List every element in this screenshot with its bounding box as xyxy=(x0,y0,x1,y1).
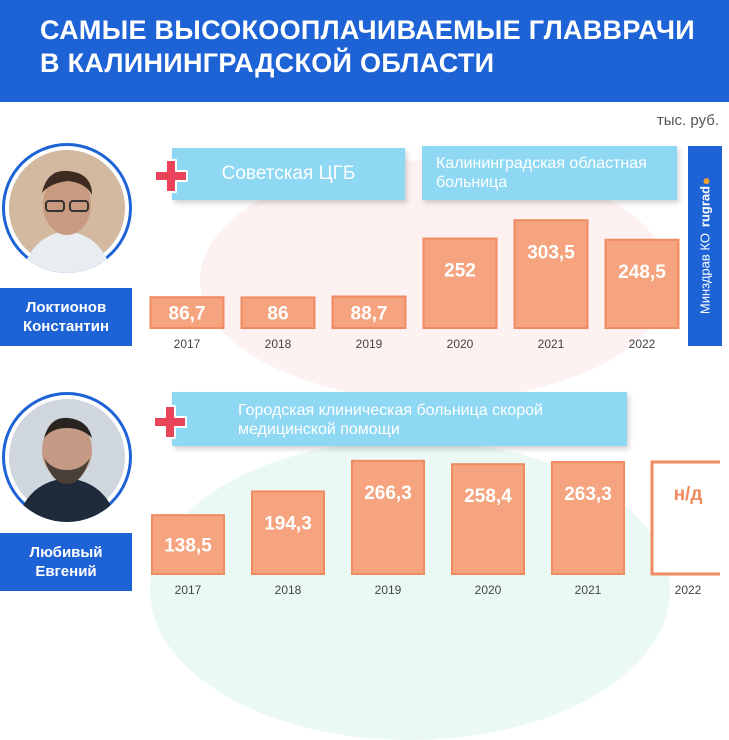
bar xyxy=(451,463,525,575)
bar-missing xyxy=(650,460,720,576)
bar xyxy=(604,238,680,329)
hospital-label-sovetsk: Советская ЦГБ xyxy=(172,148,405,200)
bar-group: 138,5 2017 xyxy=(151,514,225,597)
bar-group: 86 2018 xyxy=(240,296,316,351)
year-tick-label: 2021 xyxy=(575,583,602,597)
year-tick-label: 2020 xyxy=(475,583,502,597)
doctor-name-panel: Локтионов Константин xyxy=(0,288,132,346)
bar xyxy=(513,219,589,329)
doctor-first-line: Локтионов xyxy=(25,299,107,316)
bar-value-label: 138,5 xyxy=(164,536,212,557)
bar-value-label: 194,3 xyxy=(264,513,312,534)
bar-group: 88,7 2019 xyxy=(331,295,407,351)
source-text: Минздрав КО rugrad xyxy=(697,177,713,315)
year-tick-label: 2021 xyxy=(538,337,565,351)
bar xyxy=(422,237,498,329)
hospital-label-text: Советская ЦГБ xyxy=(221,163,356,184)
bar-value-label: 258,4 xyxy=(464,486,512,507)
doctor-name-panel: Любивый Евгений xyxy=(0,533,132,591)
year-tick-label: 2022 xyxy=(675,583,702,597)
year-tick-label: 2017 xyxy=(174,337,201,351)
bar xyxy=(251,490,325,575)
avatar xyxy=(2,392,132,522)
bar-group: н/д 2022 xyxy=(650,460,720,597)
unit-label: тыс. руб. xyxy=(656,112,719,129)
brand-logo: rugrad xyxy=(697,185,713,228)
bar xyxy=(149,296,225,329)
doctor-first-line: Любивый xyxy=(29,544,103,561)
bar-group: 86,7 2017 xyxy=(149,296,225,351)
hospital-label-text: медицинской помощи xyxy=(238,421,400,438)
bar-group: 258,4 2020 xyxy=(451,463,525,597)
bar-value-label: 252 xyxy=(444,261,476,282)
bar-value-label: 86 xyxy=(267,304,288,325)
bar-group: 252 2020 xyxy=(422,237,498,351)
medical-cross-icon xyxy=(154,159,188,193)
chart-loktionov: 86,7 2017 86 2018 88,7 2019 252 2020 303,5 2021 24… xyxy=(149,219,680,351)
bar-group: 194,3 2018 xyxy=(251,490,325,597)
chart-lyubivy: 138,5 2017 194,3 2018 266,3 2019 258,4 2020 263,… xyxy=(151,459,720,597)
avatar xyxy=(2,143,132,273)
brand-dot-icon xyxy=(703,177,710,184)
hospital-label-text: больница xyxy=(436,174,508,191)
year-tick-label: 2022 xyxy=(629,337,656,351)
year-tick-label: 2019 xyxy=(356,337,383,351)
doctor-second-line: Евгений xyxy=(35,563,97,580)
medical-cross-icon xyxy=(153,405,187,439)
bar-value-label: 303,5 xyxy=(527,242,575,263)
hospital-label-regional: Калининградская областная больница xyxy=(422,146,677,200)
year-tick-label: 2020 xyxy=(447,337,474,351)
bar xyxy=(331,295,407,329)
bar-value-label: 266,3 xyxy=(364,483,412,504)
bar xyxy=(240,296,316,330)
portrait-icon xyxy=(5,395,129,522)
bar xyxy=(151,514,225,575)
year-tick-label: 2019 xyxy=(375,583,402,597)
bar-group: 248,5 2022 xyxy=(604,238,680,351)
doctor-second-line: Константин xyxy=(22,318,110,335)
source-credit: Минздрав КО rugrad xyxy=(688,146,722,346)
bar-value-label: 263,3 xyxy=(564,484,612,505)
bar xyxy=(551,461,625,575)
portrait-icon xyxy=(5,146,129,273)
year-tick-label: 2017 xyxy=(175,583,202,597)
hospital-label-text: Калининградская областная xyxy=(436,155,647,172)
bar-value-label: 86,7 xyxy=(169,304,206,325)
year-tick-label: 2018 xyxy=(275,583,302,597)
hospital-label-text: Городская клиническая больница скорой xyxy=(238,402,543,419)
bar-value-label: 248,5 xyxy=(618,262,666,283)
year-tick-label: 2018 xyxy=(265,337,292,351)
bar-value-label: н/д xyxy=(674,484,703,505)
header-banner xyxy=(0,0,729,102)
bar-group: 303,5 2021 xyxy=(513,219,589,351)
bar-group: 263,3 2021 xyxy=(551,461,625,597)
bar xyxy=(351,459,425,575)
hospital-label-emergency: Городская клиническая больница скорой ме… xyxy=(172,392,627,446)
bar-value-label: 88,7 xyxy=(351,303,388,324)
page-title: САМЫЕ ВЫСОКООПЛАЧИВАЕМЫЕ ГЛАВВРАЧИ В КАЛ… xyxy=(40,15,695,78)
source-label: Минздрав КО xyxy=(697,233,713,315)
bar-group: 266,3 2019 xyxy=(351,459,425,597)
